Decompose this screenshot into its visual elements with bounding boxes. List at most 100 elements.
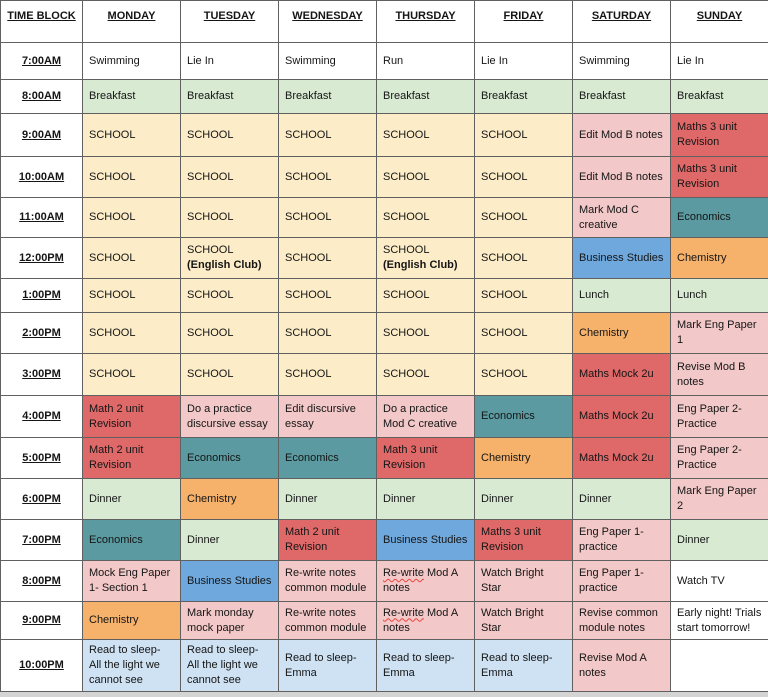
cell-monday-10-00pm[interactable]: Read to sleep- All the light we cannot s… bbox=[82, 639, 181, 692]
time-label-9-00pm[interactable]: 9:00PM bbox=[0, 601, 83, 640]
cell-saturday-10-00am[interactable]: Edit Mod B notes bbox=[572, 156, 671, 198]
cell-tuesday-7-00am[interactable]: Lie In bbox=[180, 42, 279, 80]
cell-wednesday-3-00pm[interactable]: SCHOOL bbox=[278, 353, 377, 396]
cell-thursday-10-00am[interactable]: SCHOOL bbox=[376, 156, 475, 198]
column-header-sunday[interactable]: SUNDAY bbox=[670, 0, 768, 43]
time-label-7-00pm[interactable]: 7:00PM bbox=[0, 519, 83, 561]
cell-wednesday-12-00pm[interactable]: SCHOOL bbox=[278, 237, 377, 279]
cell-saturday-4-00pm[interactable]: Maths Mock 2u bbox=[572, 395, 671, 438]
cell-thursday-4-00pm[interactable]: Do a practice Mod C creative bbox=[376, 395, 475, 438]
cell-wednesday-5-00pm[interactable]: Economics bbox=[278, 437, 377, 479]
cell-monday-7-00am[interactable]: Swimming bbox=[82, 42, 181, 80]
cell-wednesday-10-00am[interactable]: SCHOOL bbox=[278, 156, 377, 198]
cell-sunday-8-00pm[interactable]: Watch TV bbox=[670, 560, 768, 602]
cell-sunday-4-00pm[interactable]: Eng Paper 2- Practice bbox=[670, 395, 768, 438]
cell-wednesday-9-00pm[interactable]: Re-write notes common module bbox=[278, 601, 377, 640]
cell-monday-12-00pm[interactable]: SCHOOL bbox=[82, 237, 181, 279]
cell-sunday-10-00pm[interactable] bbox=[670, 639, 768, 692]
cell-sunday-9-00pm[interactable]: Early night! Trials start tomorrow! bbox=[670, 601, 768, 640]
cell-wednesday-8-00pm[interactable]: Re-write notes common module bbox=[278, 560, 377, 602]
cell-saturday-6-00pm[interactable]: Dinner bbox=[572, 478, 671, 520]
cell-monday-9-00am[interactable]: SCHOOL bbox=[82, 113, 181, 157]
cell-wednesday-9-00am[interactable]: SCHOOL bbox=[278, 113, 377, 157]
cell-friday-8-00pm[interactable]: Watch Bright Star bbox=[474, 560, 573, 602]
cell-sunday-11-00am[interactable]: Economics bbox=[670, 197, 768, 238]
cell-thursday-6-00pm[interactable]: Dinner bbox=[376, 478, 475, 520]
cell-tuesday-6-00pm[interactable]: Chemistry bbox=[180, 478, 279, 520]
cell-sunday-9-00am[interactable]: Maths 3 unit Revision bbox=[670, 113, 768, 157]
cell-friday-5-00pm[interactable]: Chemistry bbox=[474, 437, 573, 479]
cell-saturday-10-00pm[interactable]: Revise Mod A notes bbox=[572, 639, 671, 692]
cell-saturday-5-00pm[interactable]: Maths Mock 2u bbox=[572, 437, 671, 479]
cell-saturday-7-00am[interactable]: Swimming bbox=[572, 42, 671, 80]
cell-tuesday-9-00am[interactable]: SCHOOL bbox=[180, 113, 279, 157]
cell-saturday-1-00pm[interactable]: Lunch bbox=[572, 278, 671, 313]
cell-thursday-11-00am[interactable]: SCHOOL bbox=[376, 197, 475, 238]
cell-friday-11-00am[interactable]: SCHOOL bbox=[474, 197, 573, 238]
cell-sunday-7-00am[interactable]: Lie In bbox=[670, 42, 768, 80]
cell-thursday-5-00pm[interactable]: Math 3 unit Revision bbox=[376, 437, 475, 479]
time-label-8-00pm[interactable]: 8:00PM bbox=[0, 560, 83, 602]
cell-thursday-7-00pm[interactable]: Business Studies bbox=[376, 519, 475, 561]
cell-wednesday-7-00pm[interactable]: Math 2 unit Revision bbox=[278, 519, 377, 561]
cell-monday-9-00pm[interactable]: Chemistry bbox=[82, 601, 181, 640]
cell-friday-1-00pm[interactable]: SCHOOL bbox=[474, 278, 573, 313]
time-label-12-00pm[interactable]: 12:00PM bbox=[0, 237, 83, 279]
cell-monday-8-00pm[interactable]: Mock Eng Paper 1- Section 1 bbox=[82, 560, 181, 602]
cell-thursday-2-00pm[interactable]: SCHOOL bbox=[376, 312, 475, 354]
cell-friday-9-00am[interactable]: SCHOOL bbox=[474, 113, 573, 157]
cell-friday-10-00am[interactable]: SCHOOL bbox=[474, 156, 573, 198]
cell-sunday-8-00am[interactable]: Breakfast bbox=[670, 79, 768, 114]
cell-monday-7-00pm[interactable]: Economics bbox=[82, 519, 181, 561]
time-label-2-00pm[interactable]: 2:00PM bbox=[0, 312, 83, 354]
cell-monday-1-00pm[interactable]: SCHOOL bbox=[82, 278, 181, 313]
cell-thursday-8-00pm[interactable]: Re-write Mod A notes bbox=[376, 560, 475, 602]
time-label-10-00am[interactable]: 10:00AM bbox=[0, 156, 83, 198]
time-label-5-00pm[interactable]: 5:00PM bbox=[0, 437, 83, 479]
cell-thursday-12-00pm[interactable]: SCHOOL (English Club) bbox=[376, 237, 475, 279]
cell-sunday-2-00pm[interactable]: Mark Eng Paper 1 bbox=[670, 312, 768, 354]
cell-tuesday-5-00pm[interactable]: Economics bbox=[180, 437, 279, 479]
time-label-7-00am[interactable]: 7:00AM bbox=[0, 42, 83, 80]
cell-tuesday-9-00pm[interactable]: Mark monday mock paper bbox=[180, 601, 279, 640]
column-header-tuesday[interactable]: TUESDAY bbox=[180, 0, 279, 43]
cell-monday-5-00pm[interactable]: Math 2 unit Revision bbox=[82, 437, 181, 479]
cell-wednesday-11-00am[interactable]: SCHOOL bbox=[278, 197, 377, 238]
cell-monday-10-00am[interactable]: SCHOOL bbox=[82, 156, 181, 198]
cell-monday-2-00pm[interactable]: SCHOOL bbox=[82, 312, 181, 354]
cell-friday-8-00am[interactable]: Breakfast bbox=[474, 79, 573, 114]
cell-thursday-3-00pm[interactable]: SCHOOL bbox=[376, 353, 475, 396]
cell-tuesday-8-00pm[interactable]: Business Studies bbox=[180, 560, 279, 602]
cell-sunday-6-00pm[interactable]: Mark Eng Paper 2 bbox=[670, 478, 768, 520]
cell-saturday-2-00pm[interactable]: Chemistry bbox=[572, 312, 671, 354]
cell-saturday-7-00pm[interactable]: Eng Paper 1- practice bbox=[572, 519, 671, 561]
cell-wednesday-4-00pm[interactable]: Edit discursive essay bbox=[278, 395, 377, 438]
cell-wednesday-2-00pm[interactable]: SCHOOL bbox=[278, 312, 377, 354]
cell-friday-10-00pm[interactable]: Read to sleep- Emma bbox=[474, 639, 573, 692]
time-label-1-00pm[interactable]: 1:00PM bbox=[0, 278, 83, 313]
cell-sunday-3-00pm[interactable]: Revise Mod B notes bbox=[670, 353, 768, 396]
cell-saturday-3-00pm[interactable]: Maths Mock 2u bbox=[572, 353, 671, 396]
cell-tuesday-10-00pm[interactable]: Read to sleep- All the light we cannot s… bbox=[180, 639, 279, 692]
cell-saturday-9-00pm[interactable]: Revise common module notes bbox=[572, 601, 671, 640]
column-header-time-block[interactable]: TIME BLOCK bbox=[0, 0, 83, 43]
cell-wednesday-10-00pm[interactable]: Read to sleep- Emma bbox=[278, 639, 377, 692]
cell-saturday-8-00pm[interactable]: Eng Paper 1- practice bbox=[572, 560, 671, 602]
time-label-8-00am[interactable]: 8:00AM bbox=[0, 79, 83, 114]
column-header-thursday[interactable]: THURSDAY bbox=[376, 0, 475, 43]
cell-tuesday-3-00pm[interactable]: SCHOOL bbox=[180, 353, 279, 396]
cell-sunday-10-00am[interactable]: Maths 3 unit Revision bbox=[670, 156, 768, 198]
cell-tuesday-4-00pm[interactable]: Do a practice discursive essay bbox=[180, 395, 279, 438]
cell-friday-2-00pm[interactable]: SCHOOL bbox=[474, 312, 573, 354]
time-label-9-00am[interactable]: 9:00AM bbox=[0, 113, 83, 157]
cell-tuesday-2-00pm[interactable]: SCHOOL bbox=[180, 312, 279, 354]
cell-wednesday-6-00pm[interactable]: Dinner bbox=[278, 478, 377, 520]
cell-sunday-7-00pm[interactable]: Dinner bbox=[670, 519, 768, 561]
cell-wednesday-1-00pm[interactable]: SCHOOL bbox=[278, 278, 377, 313]
cell-saturday-9-00am[interactable]: Edit Mod B notes bbox=[572, 113, 671, 157]
cell-sunday-12-00pm[interactable]: Chemistry bbox=[670, 237, 768, 279]
cell-tuesday-12-00pm[interactable]: SCHOOL (English Club) bbox=[180, 237, 279, 279]
time-label-4-00pm[interactable]: 4:00PM bbox=[0, 395, 83, 438]
cell-tuesday-11-00am[interactable]: SCHOOL bbox=[180, 197, 279, 238]
cell-monday-6-00pm[interactable]: Dinner bbox=[82, 478, 181, 520]
